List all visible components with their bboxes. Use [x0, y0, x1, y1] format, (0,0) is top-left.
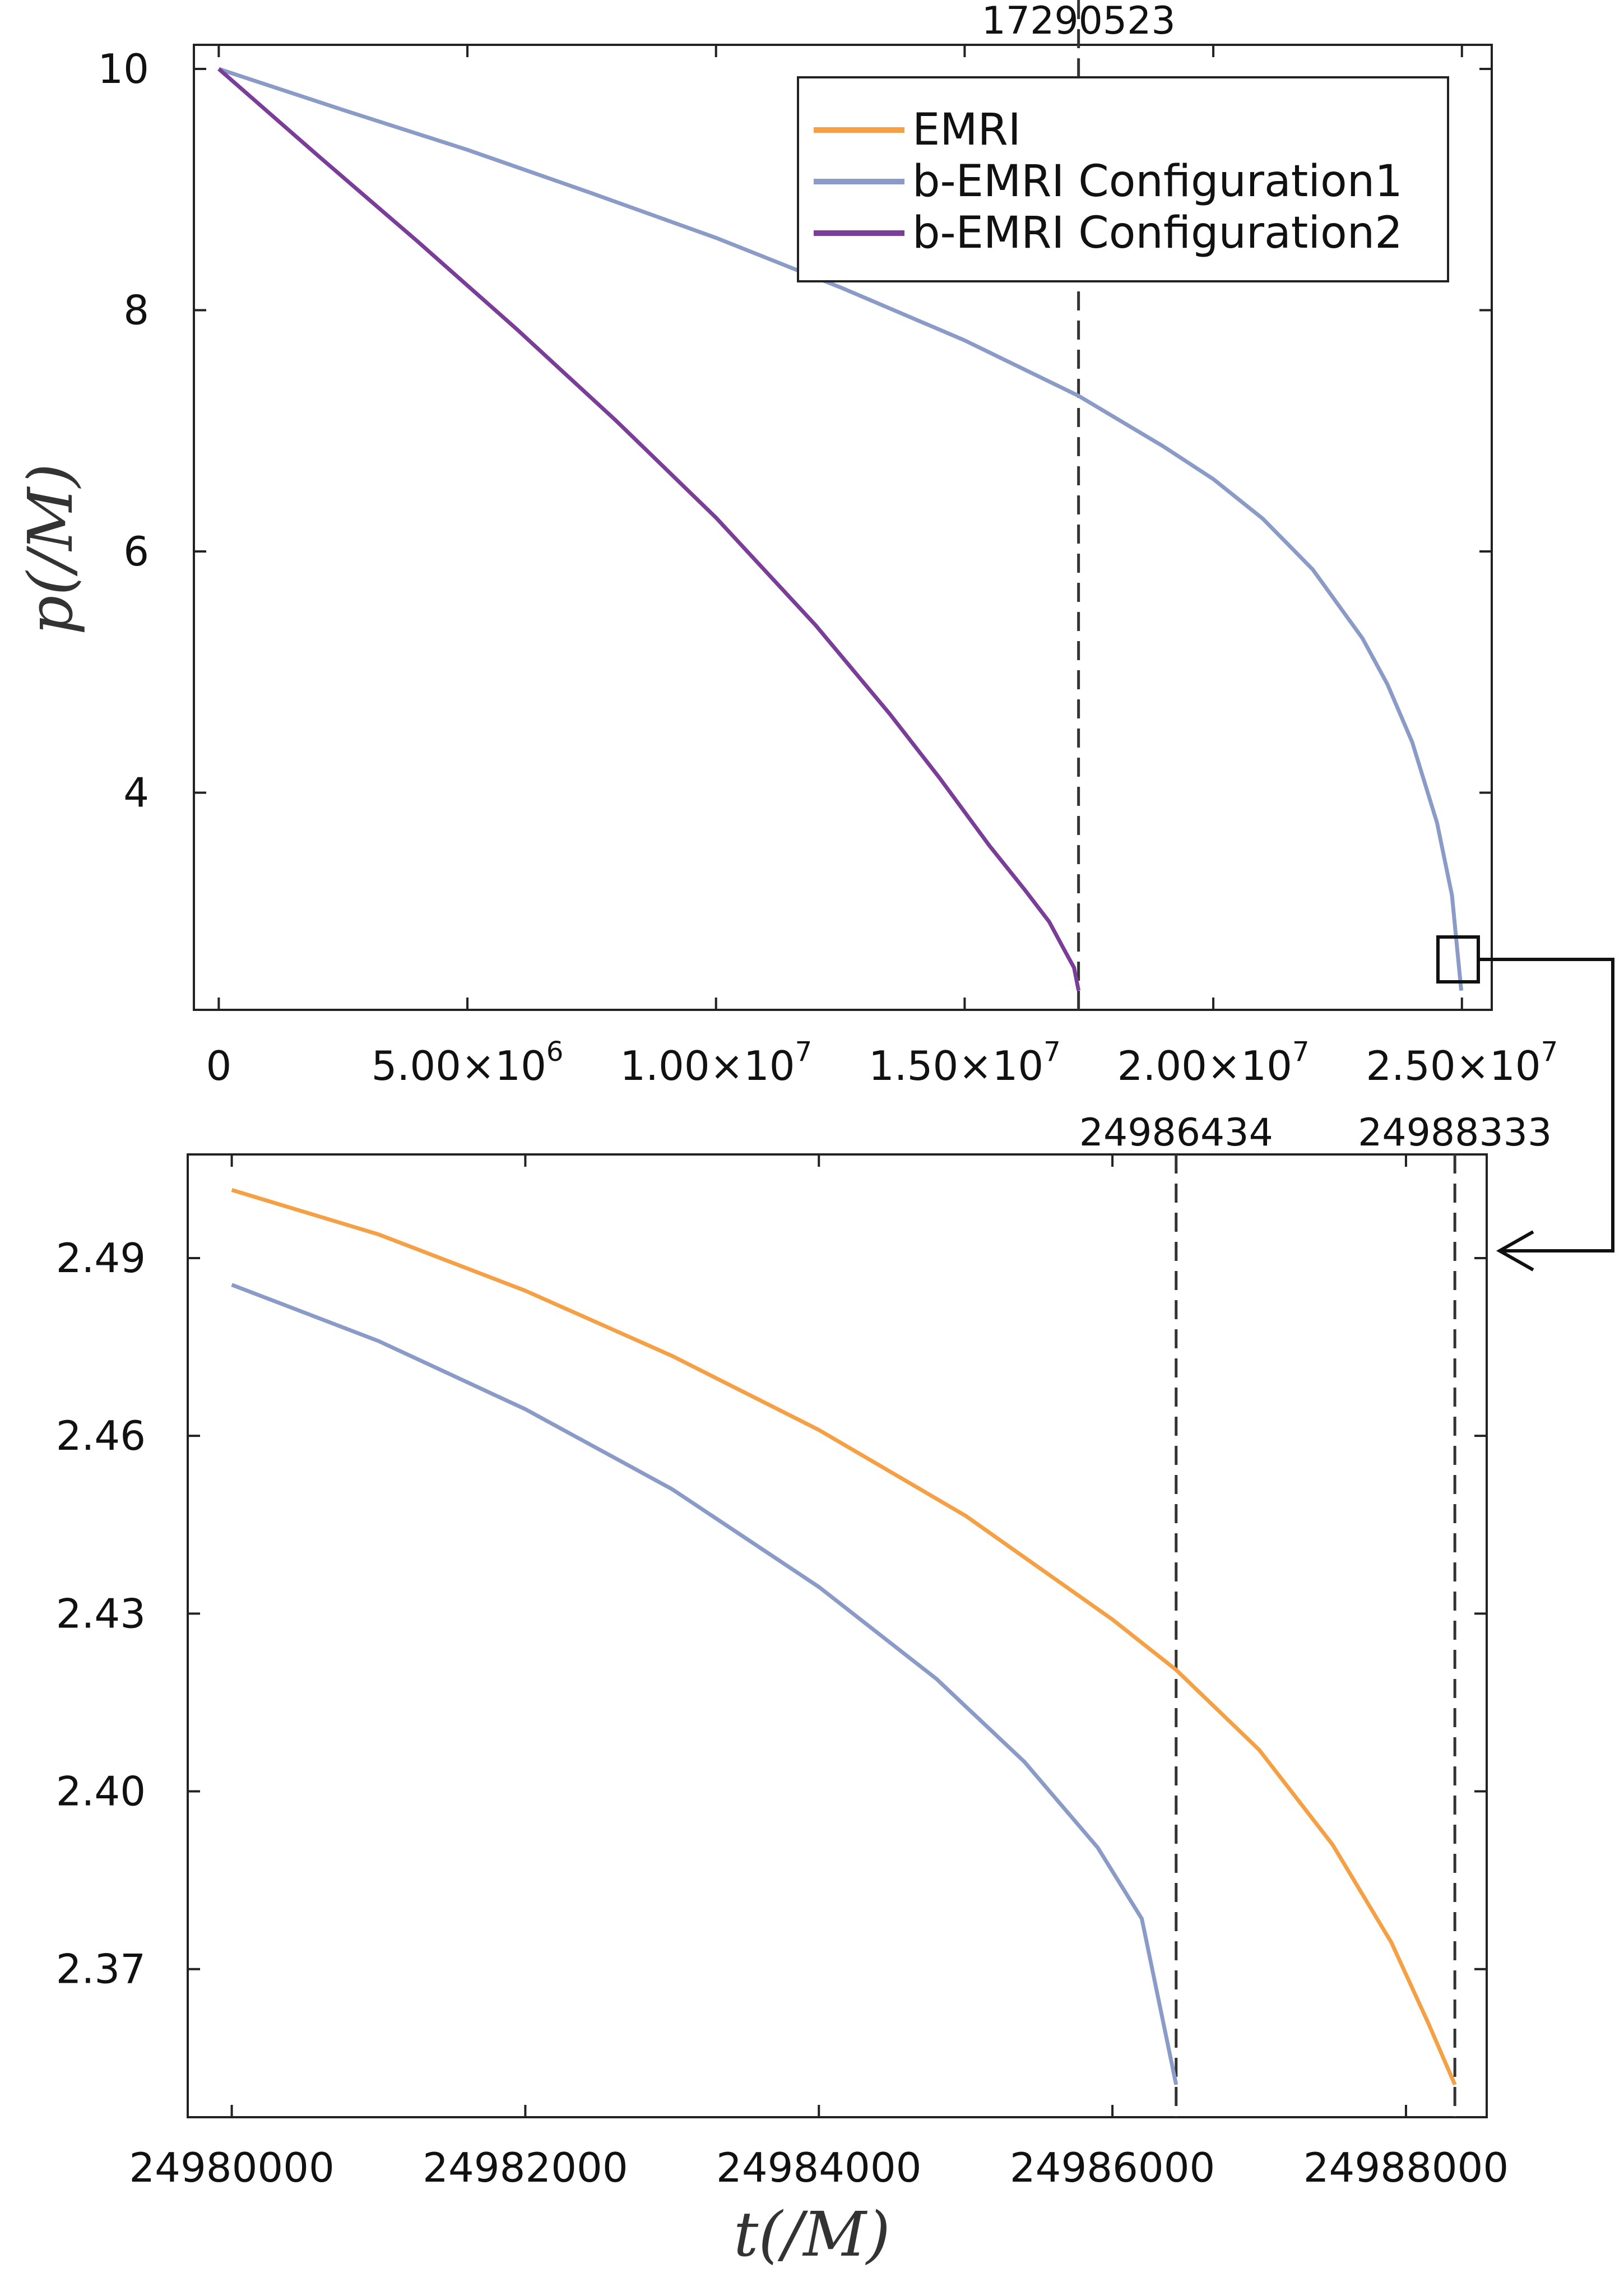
x-tick-label: 24982000: [423, 2144, 628, 2191]
y-tick-label: 2.37: [56, 1946, 146, 1993]
x-tick-label: 24988000: [1303, 2144, 1509, 2191]
x-tick-label: 1.00×107: [620, 1036, 812, 1089]
legend-label-config2: b-EMRI Configuration2: [912, 208, 1403, 258]
series-line-emri: [231, 1188, 1457, 2086]
reference-label-24988333: 24988333: [1358, 1111, 1552, 1155]
x-tick-label: 24984000: [716, 2144, 921, 2191]
zoom-connector-line: [1478, 958, 1614, 1253]
bottom-reference-lines: 24986434 24988333: [1079, 1111, 1552, 2117]
legend-frame: [797, 76, 1449, 282]
series-line-b-emri-configuration1: [231, 1283, 1178, 2085]
reference-label-17290523: 17290523: [982, 0, 1176, 43]
series-line-b-emri-configuration2: [217, 67, 1081, 991]
legend-label-emri: EMRI: [912, 105, 1021, 155]
top-y-axis-label: p(/M): [15, 463, 86, 635]
legend: EMRI b-EMRI Configuration1 b-EMRI Config…: [797, 76, 1449, 282]
x-tick-label: 2.50×107: [1366, 1036, 1558, 1089]
y-tick-label: 8: [123, 287, 149, 334]
zoom-arrow-head: [1496, 1230, 1534, 1272]
y-tick-label: 2.49: [56, 1235, 146, 1282]
y-tick-label: 10: [98, 45, 149, 92]
x-tick-label: 24986000: [1010, 2144, 1215, 2191]
bottom-panel: 24986434 24988333 2.37 2.40 2.43 2.46 2.49 24…: [56, 1111, 1552, 2270]
x-tick-label: 2.00×107: [1117, 1036, 1310, 1089]
bottom-series-lines: [231, 1188, 1457, 2086]
top-reference-lines: 17290523: [982, 0, 1176, 1010]
x-tick-label: 5.00×106: [372, 1036, 564, 1089]
y-tick-label: 2.43: [56, 1590, 146, 1637]
y-tick-label: 4: [123, 769, 149, 817]
y-tick-label: 2.40: [56, 1768, 146, 1815]
top-panel: 17290523 4 6 8 10 0 5.00×106 1.00×107 1.50×107…: [15, 0, 1614, 1272]
bottom-y-ticks: 2.37 2.40 2.43 2.46 2.49: [56, 1235, 1487, 1993]
x-tick-label: 0: [206, 1042, 231, 1089]
y-tick-label: 6: [123, 528, 149, 575]
legend-label-config1: b-EMRI Configuration1: [912, 156, 1403, 207]
reference-label-24986434: 24986434: [1079, 1111, 1273, 1155]
bottom-plot-frame: [187, 1153, 1488, 2118]
series-line-b-emri-configuration1: [218, 67, 1464, 991]
x-tick-label: 24980000: [129, 2144, 334, 2191]
x-tick-label: 1.50×107: [869, 1036, 1061, 1089]
bottom-x-axis-label: t(/M): [734, 2198, 890, 2270]
top-y-ticks: 4 6 8 10: [98, 45, 1492, 817]
top-series-lines: [217, 67, 1464, 991]
bottom-x-ticks: 24980000 24982000 24984000 24986000 24988000: [129, 1154, 1509, 2191]
y-tick-label: 2.46: [56, 1412, 146, 1459]
top-x-ticks: 0 5.00×106 1.00×107 1.50×107 2.00×107 2.50×10…: [206, 45, 1558, 1089]
